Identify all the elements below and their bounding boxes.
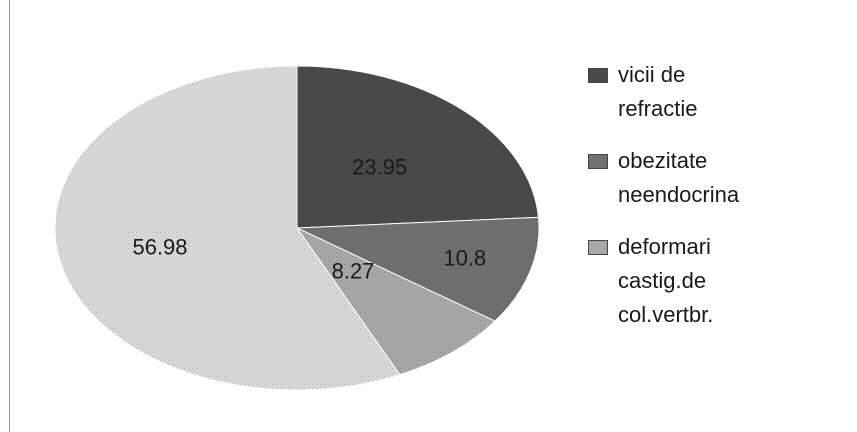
chart-legend: vicii de refractie obezitate neendocrina… (588, 58, 788, 350)
legend-label-line: col.vertbr. (618, 302, 714, 327)
pie-slice-texture (297, 228, 495, 375)
data-label-other: 56.98 (132, 234, 187, 259)
data-label-vicii-de-refractie: 23.95 (352, 155, 407, 180)
legend-label-line: vicii de (618, 62, 686, 87)
legend-item-vicii-de-refractie: vicii de refractie (588, 58, 788, 126)
frame-left-border (9, 0, 10, 432)
pie-slice-texture (297, 217, 539, 322)
data-label-obezitate-neendocrina: 10.8 (443, 245, 486, 270)
legend-label-line: obezitate (618, 148, 708, 173)
legend-swatch-deformari (588, 240, 608, 255)
pie-data-labels: 23.95 10.8 8.27 56.98 (132, 155, 486, 284)
legend-label-obezitate-neendocrina: obezitate neendocrina (618, 144, 739, 212)
legend-swatch-vicii-de-refractie (588, 68, 608, 83)
legend-label-line: refractie (618, 96, 698, 121)
legend-swatch-obezitate-neendocrina (588, 154, 608, 169)
legend-item-deformari: deformari castig.de col.vertbr. (588, 230, 788, 332)
pie-slice-texture (55, 66, 400, 391)
legend-label-vicii-de-refractie: vicii de refractie (618, 58, 697, 126)
legend-label-line: neendocrina (618, 182, 740, 207)
legend-label-line: deformari (618, 234, 711, 259)
legend-label-line: castig.de (618, 268, 707, 293)
legend-label-deformari: deformari castig.de col.vertbr. (618, 230, 713, 332)
legend-item-obezitate-neendocrina: obezitate neendocrina (588, 144, 788, 212)
data-label-deformari: 8.27 (332, 258, 375, 283)
pie-slice-texture (297, 66, 539, 228)
pie-slices (54, 65, 540, 391)
